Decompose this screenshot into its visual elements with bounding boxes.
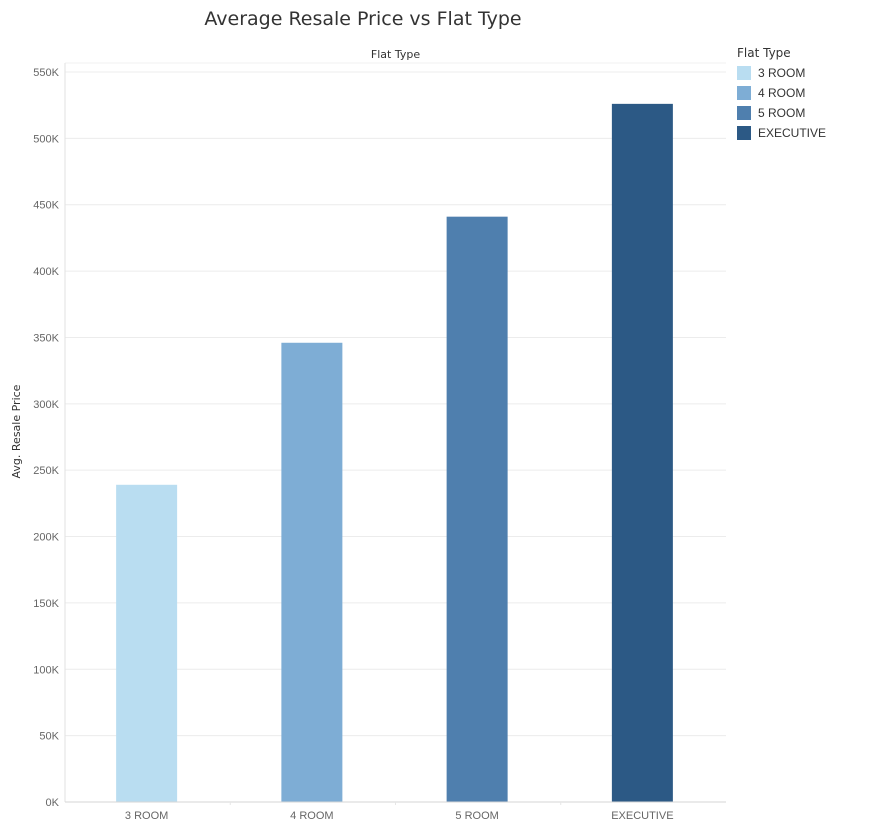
legend-swatch [737, 86, 751, 100]
y-tick-label: 350K [33, 332, 59, 344]
legend-item[interactable]: EXECUTIVE [737, 123, 872, 143]
x-tick-label: 5 ROOM [455, 810, 498, 822]
y-tick-label: 450K [33, 200, 59, 212]
y-tick-label: 400K [33, 266, 59, 278]
legend-item[interactable]: 4 ROOM [737, 83, 872, 103]
y-tick-label: 250K [33, 465, 59, 477]
y-tick-label: 50K [39, 731, 59, 743]
bars [116, 103, 673, 802]
x-tick-label: EXECUTIVE [611, 810, 673, 822]
y-tick-label: 100K [33, 664, 59, 676]
legend-label: 5 ROOM [758, 106, 806, 120]
legend-items: 3 ROOM 4 ROOM 5 ROOM EXECUTIVE [737, 63, 872, 143]
y-tick-label: 150K [33, 598, 59, 610]
column-header: Flat Type [371, 48, 420, 61]
bar[interactable] [446, 216, 508, 802]
y-tick-label: 300K [33, 399, 59, 411]
legend: Flat Type 3 ROOM 4 ROOM 5 ROOM EXECUTIVE [737, 46, 872, 143]
bar[interactable] [281, 342, 343, 802]
legend-label: 4 ROOM [758, 86, 806, 100]
legend-title: Flat Type [737, 46, 791, 60]
chart-title: Average Resale Price vs Flat Type [204, 8, 522, 30]
legend-label: EXECUTIVE [758, 126, 827, 140]
bar[interactable] [116, 484, 178, 802]
x-tick-label: 4 ROOM [290, 810, 333, 822]
y-tick-label: 550K [33, 67, 59, 79]
legend-swatch [737, 106, 751, 120]
y-axis-title: Avg. Resale Price [10, 384, 23, 478]
y-tick-label: 200K [33, 532, 59, 544]
legend-swatch [737, 66, 751, 80]
legend-swatch [737, 126, 751, 140]
y-tick-label: 500K [33, 133, 59, 145]
legend-label: 3 ROOM [758, 66, 806, 80]
bar[interactable] [611, 103, 673, 802]
legend-item[interactable]: 3 ROOM [737, 63, 872, 83]
x-tick-label: 3 ROOM [125, 810, 168, 822]
axes: 0K 50K 100K 150K 200K 250K 300K 350K 400K 450K 500… [33, 63, 726, 822]
y-tick-label: 0K [46, 797, 60, 809]
legend-item[interactable]: 5 ROOM [737, 103, 872, 123]
